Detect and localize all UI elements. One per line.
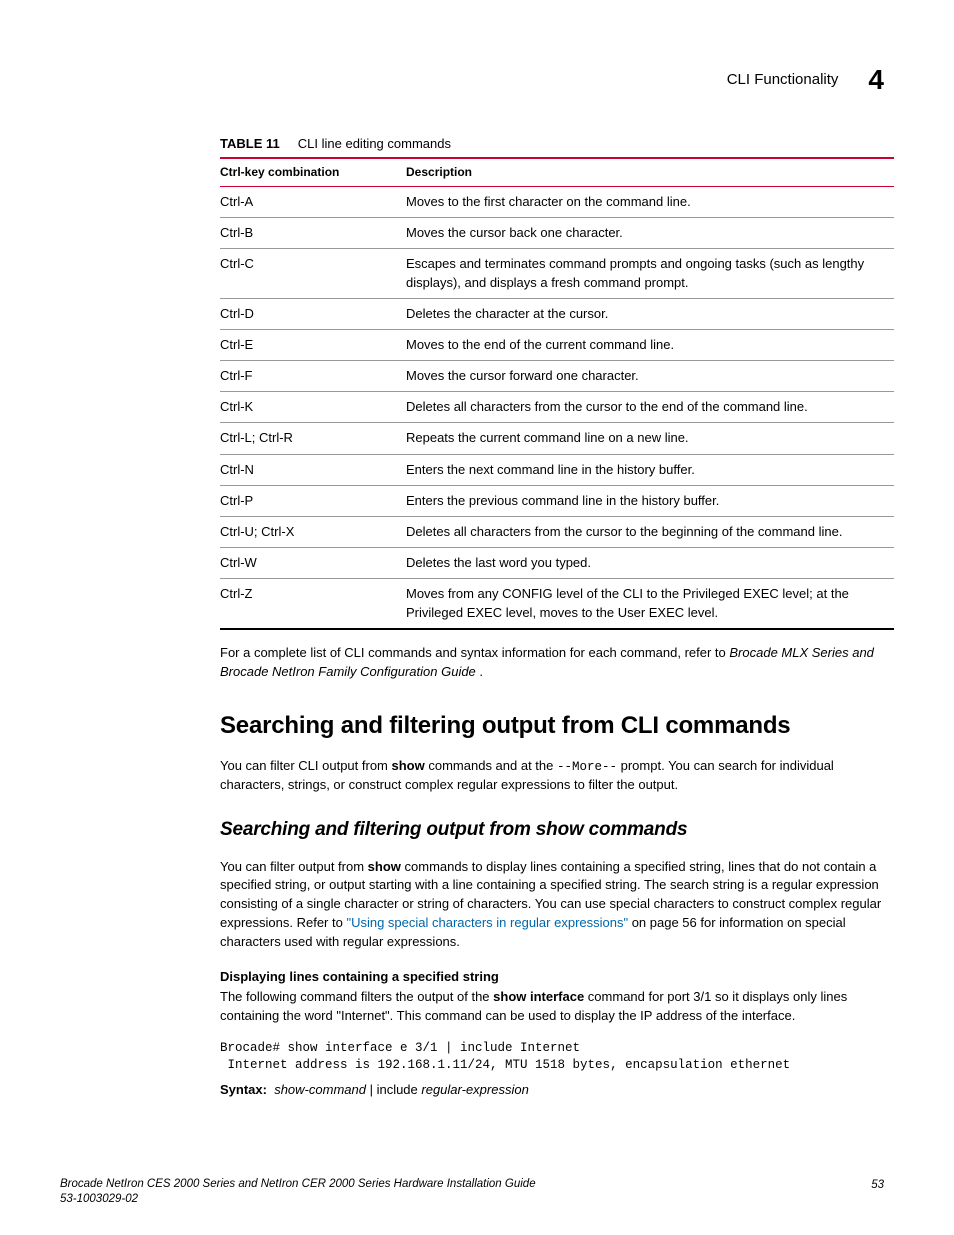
desc-cell: Moves from any CONFIG level of the CLI t… <box>406 579 894 629</box>
section-title: CLI Functionality <box>727 69 839 90</box>
paragraph: The following command filters the output… <box>220 988 894 1026</box>
code-block: Brocade# show interface e 3/1 | include … <box>220 1040 894 1074</box>
table-row: Ctrl-KDeletes all characters from the cu… <box>220 392 894 423</box>
page-header: CLI Functionality 4 <box>727 60 884 99</box>
key-cell: Ctrl-E <box>220 329 406 360</box>
key-cell: Ctrl-F <box>220 361 406 392</box>
desc-cell: Moves to the first character on the comm… <box>406 186 894 217</box>
cli-editing-table: Ctrl-key combination Description Ctrl-AM… <box>220 157 894 630</box>
syntax-line: Syntax: show-command | include regular-e… <box>220 1081 894 1099</box>
key-cell: Ctrl-B <box>220 218 406 249</box>
cross-ref-link[interactable]: "Using special characters in regular exp… <box>346 915 628 930</box>
table-row: Ctrl-U; Ctrl-XDeletes all characters fro… <box>220 517 894 548</box>
paragraph: You can filter output from show commands… <box>220 858 894 952</box>
footer-left: Brocade NetIron CES 2000 Series and NetI… <box>60 1177 536 1207</box>
table-row: Ctrl-BMoves the cursor back one characte… <box>220 218 894 249</box>
desc-cell: Deletes the character at the cursor. <box>406 298 894 329</box>
table-row: Ctrl-DDeletes the character at the curso… <box>220 298 894 329</box>
table-header-row: Ctrl-key combination Description <box>220 158 894 186</box>
key-cell: Ctrl-Z <box>220 579 406 629</box>
page-number: 53 <box>871 1177 884 1207</box>
key-cell: Ctrl-C <box>220 249 406 298</box>
col-header-desc: Description <box>406 158 894 186</box>
key-cell: Ctrl-P <box>220 485 406 516</box>
table-row: Ctrl-CEscapes and terminates command pro… <box>220 249 894 298</box>
table-row: Ctrl-WDeletes the last word you typed. <box>220 548 894 579</box>
key-cell: Ctrl-N <box>220 454 406 485</box>
key-cell: Ctrl-A <box>220 186 406 217</box>
desc-cell: Moves the cursor forward one character. <box>406 361 894 392</box>
heading-2: Searching and filtering output from CLI … <box>220 709 894 743</box>
inline-code: --More-- <box>557 760 617 774</box>
table-row: Ctrl-AMoves to the first character on th… <box>220 186 894 217</box>
content: TABLE 11 CLI line editing commands Ctrl-… <box>220 55 894 1100</box>
desc-cell: Moves to the end of the current command … <box>406 329 894 360</box>
desc-cell: Moves the cursor back one character. <box>406 218 894 249</box>
key-cell: Ctrl-U; Ctrl-X <box>220 517 406 548</box>
paragraph: For a complete list of CLI commands and … <box>220 644 894 682</box>
table-row: Ctrl-ZMoves from any CONFIG level of the… <box>220 579 894 629</box>
table-row: Ctrl-NEnters the next command line in th… <box>220 454 894 485</box>
table-row: Ctrl-FMoves the cursor forward one chara… <box>220 361 894 392</box>
desc-cell: Deletes all characters from the cursor t… <box>406 517 894 548</box>
table-row: Ctrl-EMoves to the end of the current co… <box>220 329 894 360</box>
page-footer: Brocade NetIron CES 2000 Series and NetI… <box>60 1177 884 1207</box>
desc-cell: Enters the next command line in the hist… <box>406 454 894 485</box>
col-header-key: Ctrl-key combination <box>220 158 406 186</box>
heading-3: Searching and filtering output from show… <box>220 817 894 844</box>
desc-cell: Deletes all characters from the cursor t… <box>406 392 894 423</box>
chapter-number: 4 <box>868 60 884 99</box>
table-row: Ctrl-L; Ctrl-RRepeats the current comman… <box>220 423 894 454</box>
table-row: Ctrl-PEnters the previous command line i… <box>220 485 894 516</box>
table-title: CLI line editing commands <box>298 136 451 151</box>
key-cell: Ctrl-K <box>220 392 406 423</box>
desc-cell: Deletes the last word you typed. <box>406 548 894 579</box>
paragraph: You can filter CLI output from show comm… <box>220 757 894 795</box>
desc-cell: Repeats the current command line on a ne… <box>406 423 894 454</box>
key-cell: Ctrl-W <box>220 548 406 579</box>
desc-cell: Escapes and terminates command prompts a… <box>406 249 894 298</box>
subheading: Displaying lines containing a specified … <box>220 968 894 986</box>
desc-cell: Enters the previous command line in the … <box>406 485 894 516</box>
page: CLI Functionality 4 TABLE 11 CLI line ed… <box>0 0 954 1235</box>
key-cell: Ctrl-L; Ctrl-R <box>220 423 406 454</box>
key-cell: Ctrl-D <box>220 298 406 329</box>
table-caption: TABLE 11 CLI line editing commands <box>220 135 894 153</box>
table-label: TABLE 11 <box>220 136 280 151</box>
